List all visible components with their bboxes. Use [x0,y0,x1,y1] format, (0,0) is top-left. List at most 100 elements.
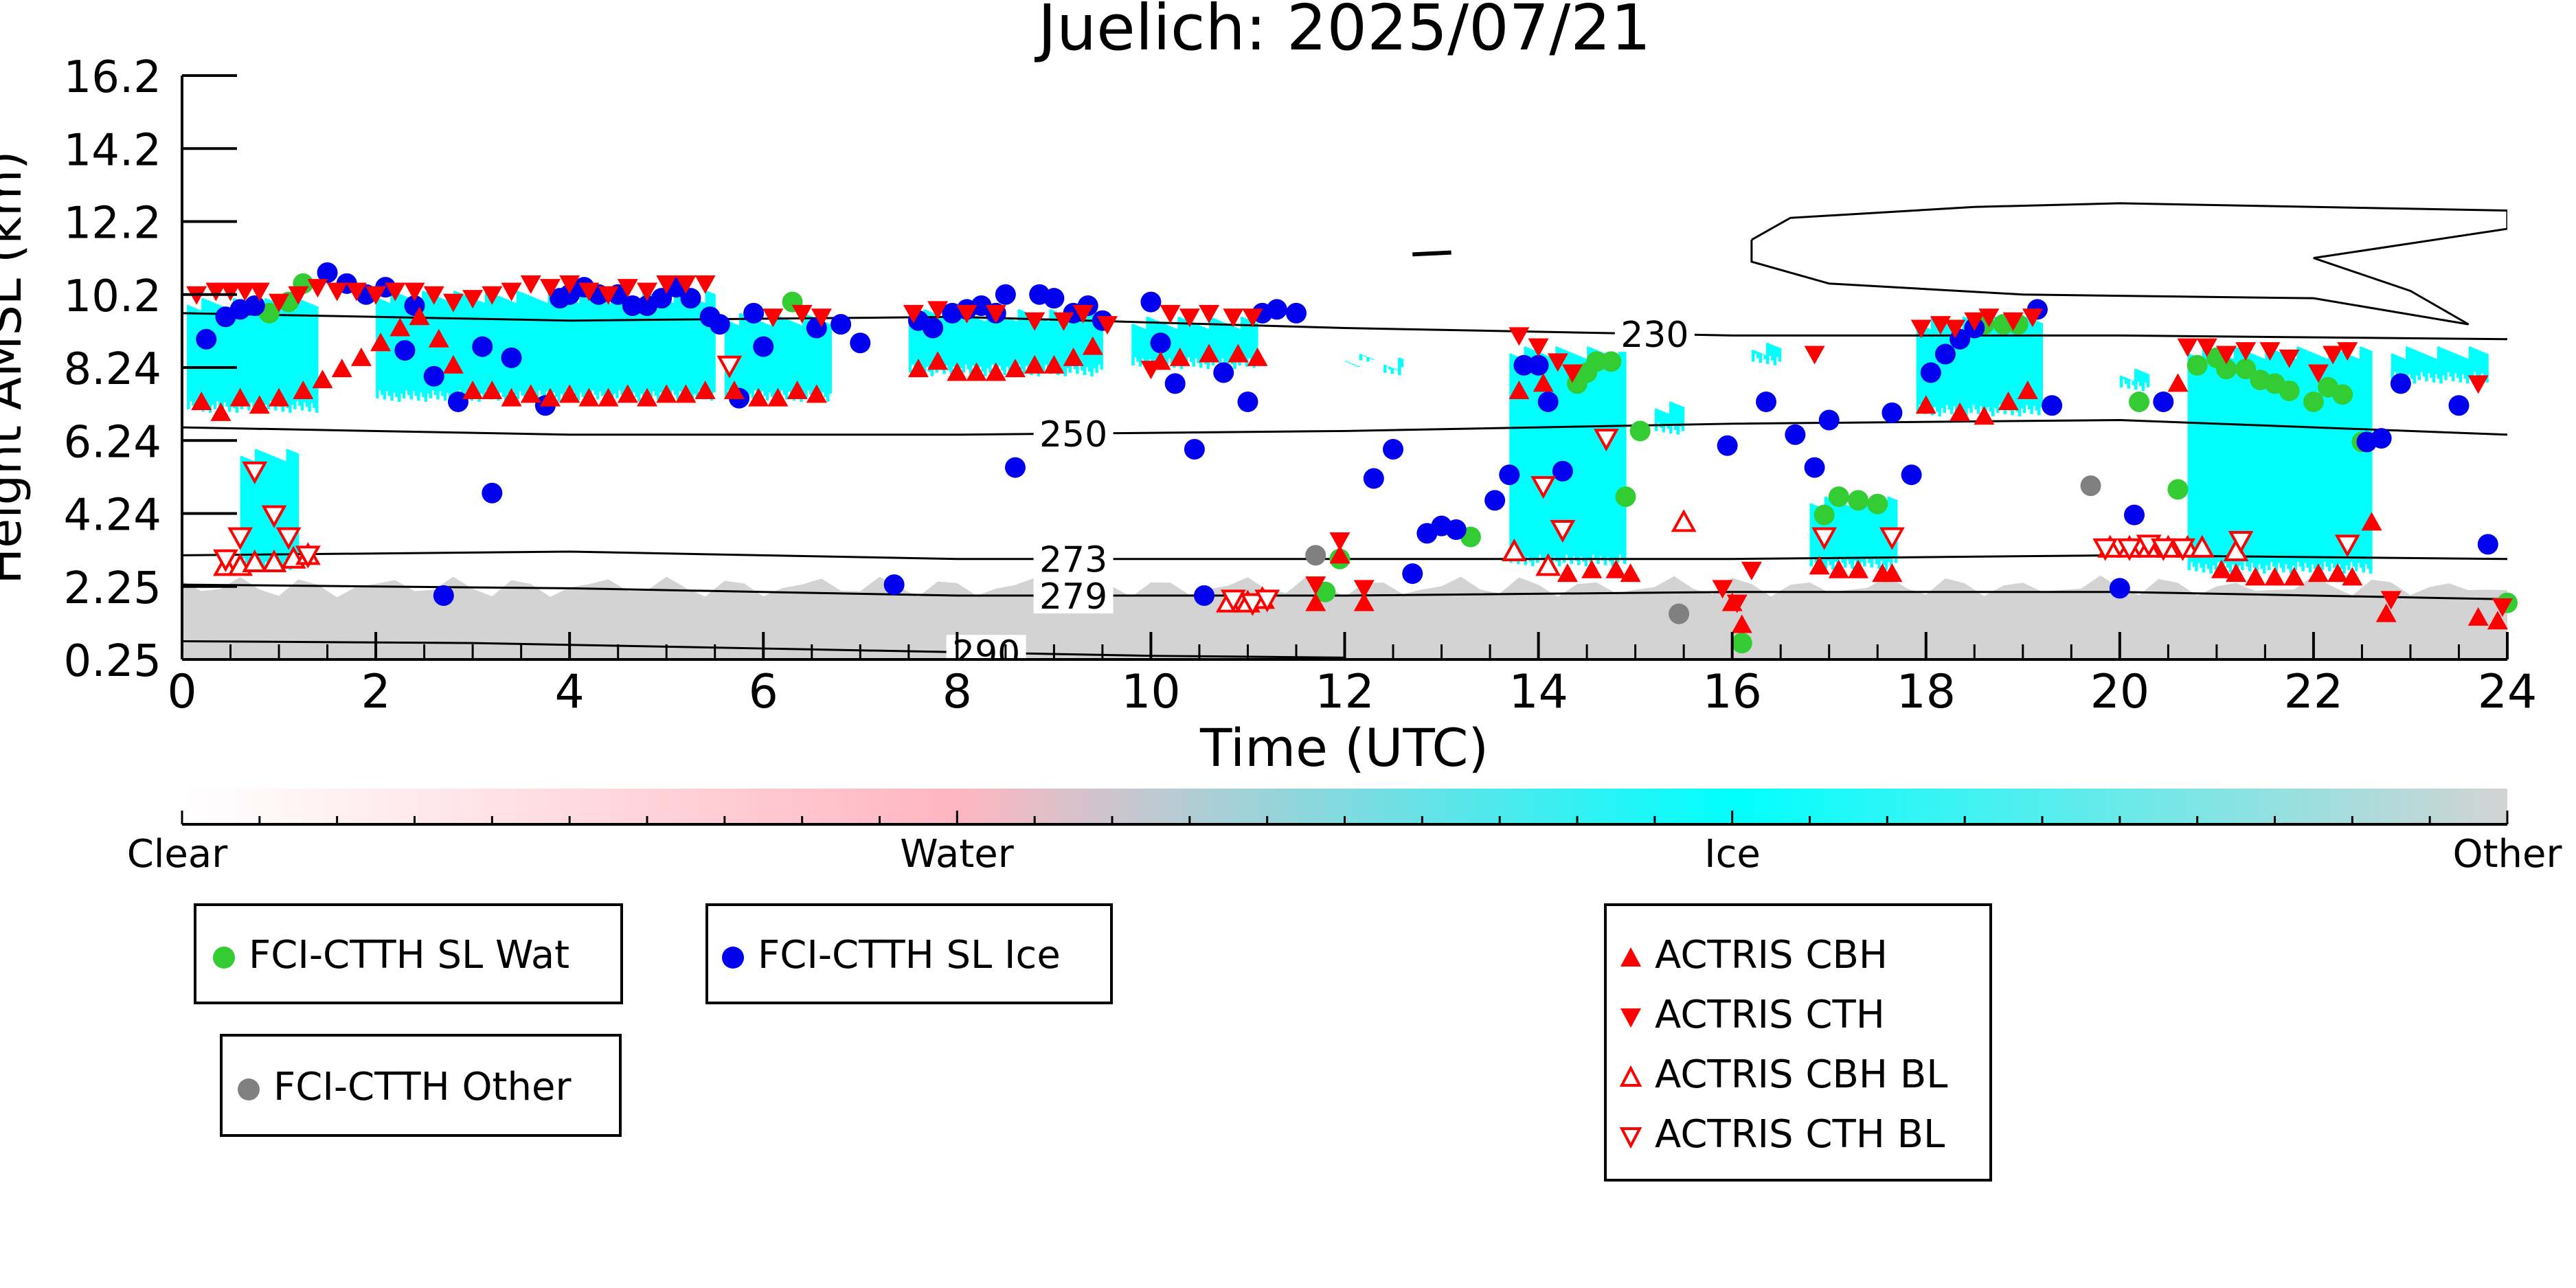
ice-column [1526,348,1530,557]
ice-column [1087,312,1092,372]
ice-column [637,302,641,402]
data-point [1242,308,1263,328]
ice-column [1754,350,1757,354]
ice-column [2417,351,2421,381]
ice-column [1998,319,2002,405]
ice-column [756,320,760,395]
data-point [482,381,503,399]
x-tick-label: 2 [361,665,390,719]
ice-column [824,321,827,398]
ice-column [1623,348,1627,564]
ice-column [2022,328,2026,414]
ice-column [1073,319,1077,370]
open-triangle-down-icon [1619,1127,1642,1149]
ice-column [189,306,193,401]
isotherm-line [182,312,2507,341]
legend-label-wat: FCI-CTTH SL Wat [249,933,570,978]
data-point [2332,384,2353,405]
ice-column [436,297,440,400]
ice-column [543,302,546,400]
data-point [1004,457,1026,478]
ice-column [703,302,706,400]
ice-column [1393,368,1397,370]
ice-column [974,317,978,371]
ice-column [2206,348,2211,569]
data-point [2361,512,2382,531]
data-point [675,275,697,294]
ice-column [579,291,583,393]
ice-column [2035,321,2038,411]
ice-column [565,297,568,391]
isotherm-label: 279 [1039,576,1107,618]
data-point [578,387,600,407]
data-point [1828,559,1849,578]
data-point [622,295,643,317]
ice-column [538,300,541,391]
ice-column [1037,317,1041,376]
data-point [1285,302,1307,324]
ice-column [1846,505,1849,560]
ice-column [1076,320,1079,374]
ice-column [765,324,769,401]
x-tick-label: 4 [555,665,585,719]
ice-column [2144,372,2147,383]
data-point [442,354,464,374]
data-point [389,317,411,337]
ice-column [998,314,1002,366]
ice-column [964,313,968,365]
data-point [2303,391,2324,412]
data-point [261,549,287,573]
data-point [213,549,238,572]
ice-column [2395,355,2399,377]
ice-column [804,314,808,398]
ice-column [773,314,776,402]
data-point [1726,594,1748,613]
grey-circle-icon [238,1078,260,1100]
ice-column [988,310,992,373]
ice-column [2209,350,2213,574]
ice-column [2473,348,2477,372]
ice-column [1240,317,1244,357]
ice-cloud-fragment [1654,401,1685,435]
data-point [1934,343,1956,365]
ice-column [1659,410,1663,428]
ice-column [2006,321,2009,406]
ice-column [642,291,646,398]
ice-column [2224,355,2227,563]
ice-column [1950,324,1954,414]
ice-column [194,308,198,411]
blue-circle-icon [722,946,744,969]
ice-column [1228,324,1232,360]
ice-column [281,305,285,412]
ice-column [528,295,532,398]
ice-column [1962,317,1966,412]
ice-column [526,295,530,393]
ice-column [1879,506,1884,561]
ice-column [995,313,999,374]
data-point [423,365,444,387]
data-point [1043,354,1065,374]
ice-column [521,293,525,396]
ice-column [249,305,253,403]
y-axis-label: Height AMSL (km) [0,151,32,585]
y-tick-label: 6.24 [64,417,162,468]
ice-column [2446,350,2450,372]
data-point [370,332,392,352]
ice-column [2468,346,2472,376]
ice-column [1916,324,1920,414]
data-point [2283,567,2305,586]
data-point [2170,538,2195,561]
ice-column [2238,348,2242,566]
ice-column [1204,328,1208,365]
ice-column [1364,356,1368,357]
ice-column [2192,355,2196,567]
data-point [2092,538,2119,561]
ice-column [1177,317,1181,365]
ice-cloud-fragment [1383,357,1404,376]
ice-cloud-fragment [2391,346,2489,384]
data-point [694,381,716,399]
data-point [210,402,231,421]
ice-column [2369,350,2373,574]
data-point [385,282,406,302]
ice-column [1550,357,1554,565]
